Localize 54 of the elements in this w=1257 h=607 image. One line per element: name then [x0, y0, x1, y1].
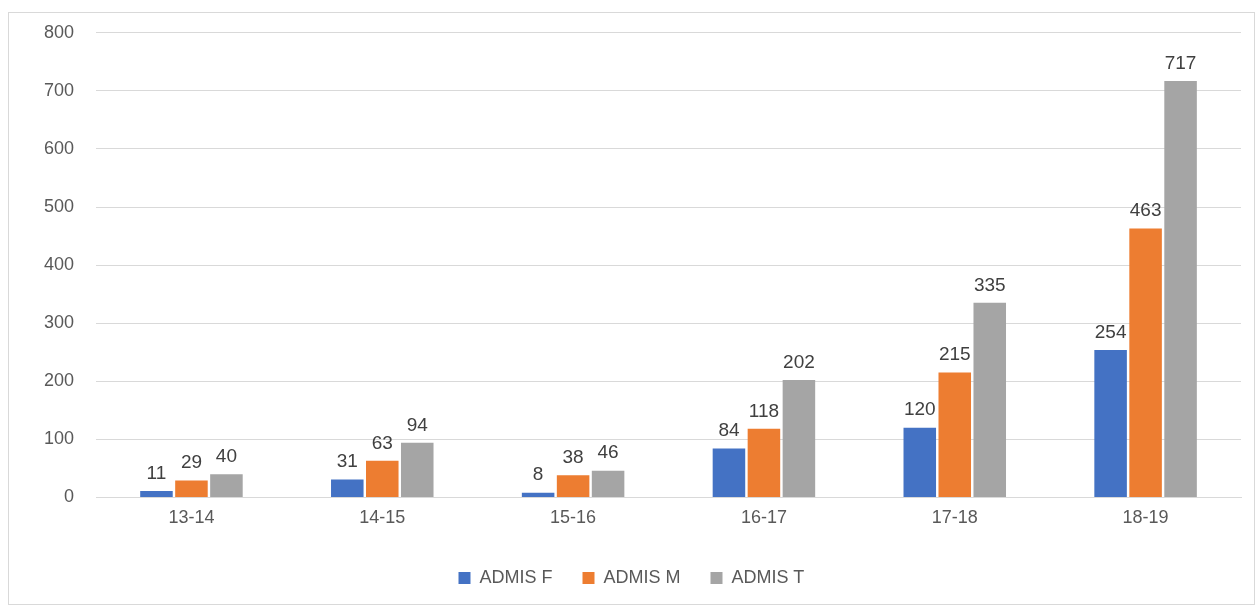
bar [331, 479, 364, 497]
bar [782, 380, 816, 497]
y-tick-label: 400 [43, 254, 75, 275]
data-label: 38 [562, 446, 584, 468]
data-label: 11 [146, 461, 167, 483]
bar [591, 470, 625, 497]
data-label: 29 [180, 451, 203, 473]
bar [400, 442, 434, 497]
y-tick-label: 200 [43, 370, 75, 391]
y-tick-label: 300 [43, 312, 75, 333]
bar [973, 302, 1007, 497]
data-label: 335 [973, 273, 1006, 295]
x-tick-label: 16-17 [740, 507, 787, 528]
data-label: 717 [1164, 51, 1197, 73]
data-label: 463 [1129, 199, 1162, 221]
y-tick-label: 500 [43, 195, 75, 216]
bar [175, 480, 208, 497]
data-label: 254 [1094, 320, 1127, 342]
bar [210, 474, 243, 497]
bar [903, 427, 937, 497]
x-tick-label: 14-15 [359, 507, 406, 528]
bar [1094, 349, 1127, 497]
bar [140, 491, 173, 497]
data-label: 63 [371, 431, 393, 453]
y-tick-label: 700 [43, 79, 75, 100]
data-label: 8 [532, 463, 544, 485]
data-label: 46 [597, 441, 619, 463]
y-tick-label: 100 [43, 428, 75, 449]
data-label: 31 [336, 450, 358, 472]
bar [938, 372, 972, 497]
x-tick-label: 13-14 [168, 507, 215, 528]
data-label: 84 [718, 419, 740, 441]
data-label: 120 [903, 398, 936, 420]
bar [712, 448, 746, 497]
data-label: 215 [938, 343, 971, 365]
legend-label: ADMIS F [479, 566, 553, 587]
bar [747, 428, 781, 497]
y-tick-label: 600 [43, 137, 75, 158]
data-label: 202 [783, 350, 815, 372]
legend-label: ADMIS M [603, 566, 681, 587]
bar [1164, 81, 1197, 497]
bar [521, 492, 555, 497]
x-tick-label: 17-18 [931, 507, 978, 528]
data-label: 40 [215, 444, 237, 466]
x-tick-label: 18-19 [1122, 507, 1169, 528]
bar [1129, 228, 1162, 497]
legend-label: ADMIS T [731, 566, 805, 587]
x-tick-label: 15-16 [550, 507, 597, 528]
bar [556, 475, 590, 497]
data-label: 94 [406, 413, 429, 435]
bar [366, 460, 399, 497]
y-tick-label: 0 [64, 486, 75, 507]
y-tick-label: 800 [43, 21, 75, 42]
data-label: 118 [748, 399, 780, 421]
